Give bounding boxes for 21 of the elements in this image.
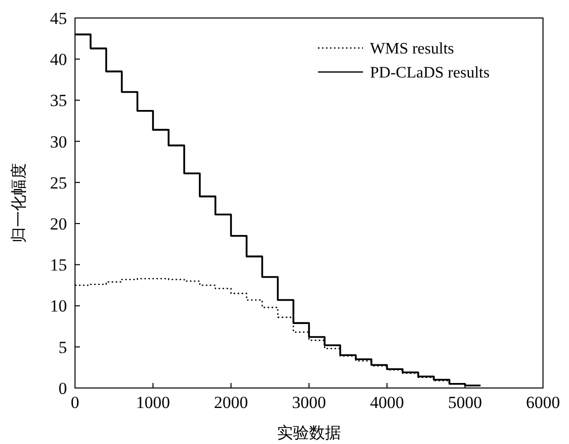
y-tick-label: 5 bbox=[58, 338, 67, 357]
x-tick-label: 1000 bbox=[136, 393, 170, 412]
y-tick-label: 35 bbox=[50, 91, 67, 110]
x-tick-label: 5000 bbox=[448, 393, 482, 412]
x-tick-label: 3000 bbox=[292, 393, 326, 412]
y-tick-label: 25 bbox=[50, 173, 67, 192]
legend-label: WMS results bbox=[370, 40, 454, 58]
y-tick-label: 15 bbox=[50, 256, 67, 275]
x-tick-label: 2000 bbox=[214, 393, 248, 412]
x-tick-label: 6000 bbox=[526, 393, 560, 412]
y-tick-label: 10 bbox=[50, 296, 67, 316]
y-tick-label: 30 bbox=[50, 132, 67, 152]
y-tick-label: 40 bbox=[50, 50, 67, 70]
legend-label: PD-CLaDS results bbox=[370, 64, 490, 82]
y-tick-label: 45 bbox=[50, 8, 67, 28]
y-axis-title: 归一化幅度 bbox=[10, 163, 28, 243]
x-tick-label: 0 bbox=[70, 393, 80, 412]
x-axis-title: 实验数据 bbox=[277, 424, 341, 442]
x-tick-label: 4000 bbox=[370, 393, 404, 412]
y-tick-label: 0 bbox=[58, 378, 67, 398]
y-tick-label: 20 bbox=[50, 214, 67, 234]
